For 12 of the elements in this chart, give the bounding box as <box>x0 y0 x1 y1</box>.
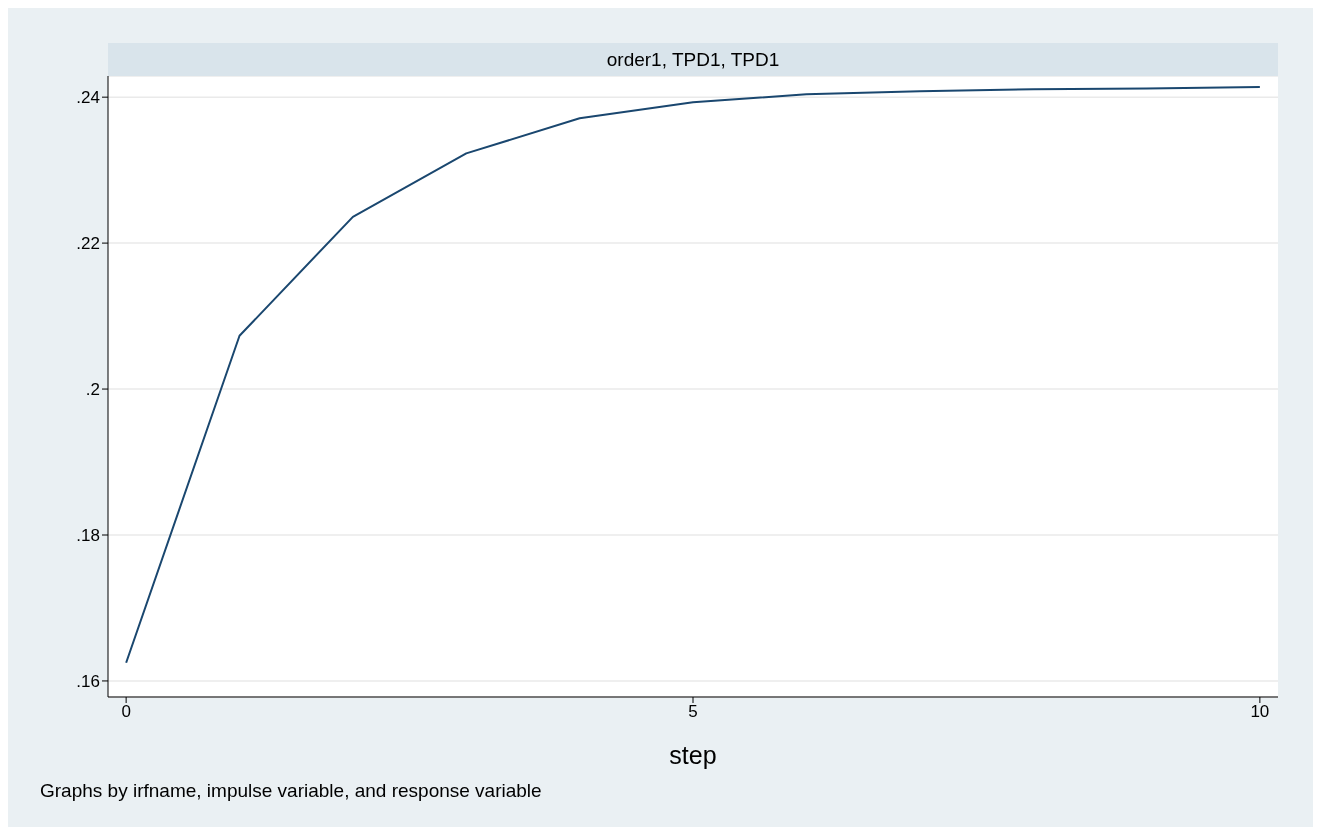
line-series <box>125 85 1261 664</box>
x-tick-label: 5 <box>688 702 698 722</box>
text: Graphs by irfname, impulse variable, and response variable <box>40 780 542 802</box>
y-tick-label: .16 <box>76 671 100 691</box>
y-tick-label: .24 <box>76 88 100 108</box>
y-tick-label: .2 <box>85 380 100 400</box>
y-tick-label: .22 <box>76 234 100 254</box>
x-tick-label: 10 <box>1250 702 1270 722</box>
x-axis-title: step <box>669 741 717 769</box>
x-tick-label: 0 <box>121 702 131 722</box>
y-tick-label: .18 <box>76 526 100 546</box>
chart-title: order1, TPD1, TPD1 <box>108 43 1278 76</box>
